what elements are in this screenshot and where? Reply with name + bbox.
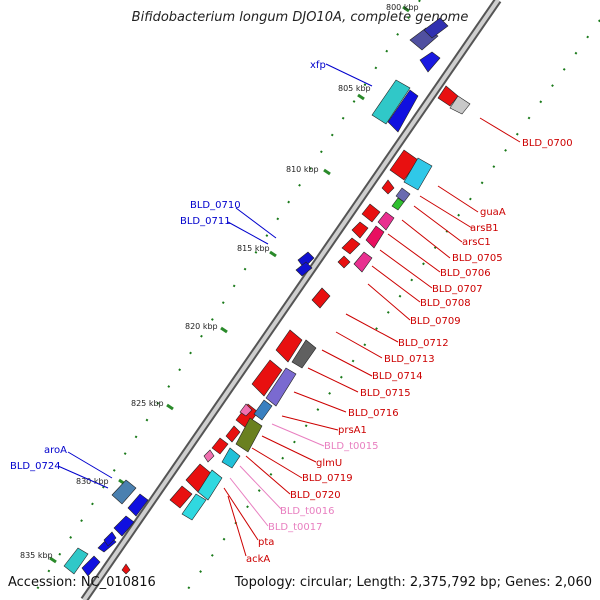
label-bld-0708[interactable]: BLD_0708 — [420, 298, 471, 309]
label-arsc1[interactable]: arsC1 — [462, 237, 491, 248]
gene-feature[interactable] — [103, 531, 117, 547]
label-guaa[interactable]: guaA — [480, 207, 506, 218]
label-bld-0724[interactable]: BLD_0724 — [10, 461, 61, 472]
tick-label-810: 810 kbp — [286, 165, 319, 174]
gene-feature-bld-0716[interactable] — [265, 367, 297, 407]
accession-text: Accession: NC_010816 — [8, 575, 156, 590]
tick-815 — [269, 250, 277, 258]
gene-feature-arsb1[interactable] — [381, 179, 395, 195]
label-xfp[interactable]: xfp — [310, 60, 326, 71]
gene-feature-bld-0714[interactable] — [291, 339, 317, 369]
gene-feature-aroa[interactable] — [111, 479, 137, 505]
label-bld-t0015[interactable]: BLD_t0015 — [324, 441, 379, 452]
forward-strand-features — [63, 17, 449, 577]
gene-feature[interactable] — [113, 515, 135, 537]
gene-feature[interactable] — [449, 95, 471, 115]
gene-feature-bld-0715[interactable] — [251, 359, 283, 397]
genome-summary-text: Topology: circular; Length: 2,375,792 bp… — [234, 575, 592, 590]
gene-feature[interactable] — [181, 493, 207, 521]
gene-feature-bld-0720[interactable] — [211, 437, 229, 455]
tick-810 — [323, 168, 331, 176]
gene-feature-bld-t0015[interactable] — [239, 403, 253, 417]
gene-feature-bld-0706[interactable] — [351, 221, 369, 239]
label-bld-0719[interactable]: BLD_0719 — [302, 473, 353, 484]
tick-label-825: 825 kbp — [131, 399, 164, 408]
tick-label-820: 820 kbp — [185, 322, 218, 331]
label-aroa[interactable]: aroA — [44, 445, 67, 456]
label-bld-0711[interactable]: BLD_0711 — [180, 216, 231, 227]
label-bld-0709[interactable]: BLD_0709 — [410, 316, 461, 327]
label-bld-0714[interactable]: BLD_0714 — [372, 371, 423, 382]
label-acka[interactable]: ackA — [246, 554, 270, 565]
gene-feature-bld-0709[interactable] — [353, 251, 373, 273]
label-bld-0705[interactable]: BLD_0705 — [452, 253, 503, 264]
gene-feature[interactable] — [419, 51, 441, 73]
gene-feature[interactable] — [391, 197, 405, 211]
tick-800 — [402, 5, 410, 13]
gene-feature-bld-t0017[interactable] — [221, 447, 241, 469]
gene-feature[interactable] — [197, 469, 223, 501]
label-prsa1[interactable]: prsA1 — [338, 425, 367, 436]
label-bld-0715[interactable]: BLD_0715 — [360, 388, 411, 399]
map-title: Bifidobacterium longum DJO10A, complete … — [131, 10, 469, 25]
gene-feature-bld-0705[interactable] — [361, 203, 381, 223]
gene-feature[interactable] — [253, 399, 273, 421]
label-bld-t0017[interactable]: BLD_t0017 — [268, 522, 323, 533]
label-bld-0707[interactable]: BLD_0707 — [432, 284, 483, 295]
gene-feature-glmu[interactable] — [225, 425, 241, 443]
label-bld-t0016[interactable]: BLD_t0016 — [280, 506, 335, 517]
tick-label-835: 835 kbp — [20, 551, 53, 560]
tick-805 — [357, 93, 365, 101]
label-bld-0720[interactable]: BLD_0720 — [290, 490, 341, 501]
tick-820 — [220, 326, 228, 334]
tick-label-815: 815 kbp — [237, 244, 270, 253]
gene-feature-bld-0708[interactable] — [341, 237, 361, 255]
leader-lines — [57, 63, 521, 557]
reverse-strand-features — [121, 85, 471, 575]
gene-feature[interactable] — [423, 17, 449, 39]
gene-feature[interactable] — [403, 157, 433, 191]
genome-backbone — [80, 0, 502, 600]
tick-825 — [166, 403, 174, 411]
gene-feature-bld-0719[interactable] — [235, 417, 263, 453]
label-bld-0706[interactable]: BLD_0706 — [440, 268, 491, 279]
tick-835 — [49, 556, 57, 564]
gene-feature-bld-0724[interactable] — [63, 547, 89, 575]
gene-feature-xfp[interactable] — [371, 79, 411, 125]
tick-label-800: 800 kbp — [386, 3, 419, 12]
gene-feature-bld-0712[interactable] — [311, 287, 331, 309]
gene-feature[interactable] — [387, 89, 419, 133]
gene-feature[interactable] — [81, 555, 101, 577]
gene-feature[interactable] — [337, 255, 351, 269]
label-bld-0713[interactable]: BLD_0713 — [384, 354, 435, 365]
gene-feature-bld-0713[interactable] — [275, 329, 303, 363]
label-pta[interactable]: pta — [258, 537, 274, 548]
gene-feature-bld-t0016[interactable] — [203, 449, 215, 463]
gene-feature[interactable] — [121, 563, 131, 575]
label-glmu[interactable]: glmU — [316, 458, 342, 469]
label-bld-0712[interactable]: BLD_0712 — [398, 338, 449, 349]
label-bld-0700[interactable]: BLD_0700 — [522, 138, 573, 149]
label-bld-0710[interactable]: BLD_0710 — [190, 200, 241, 211]
label-arsb1[interactable]: arsB1 — [470, 223, 499, 234]
gene-feature[interactable] — [377, 211, 395, 231]
gene-feature-bld-0711[interactable] — [295, 261, 313, 277]
tick-label-805: 805 kbp — [338, 84, 371, 93]
gene-feature[interactable] — [127, 493, 149, 517]
label-bld-0716[interactable]: BLD_0716 — [348, 408, 399, 419]
gene-feature-acka[interactable] — [169, 485, 193, 509]
gene-feature-bld-0707[interactable] — [365, 225, 385, 249]
